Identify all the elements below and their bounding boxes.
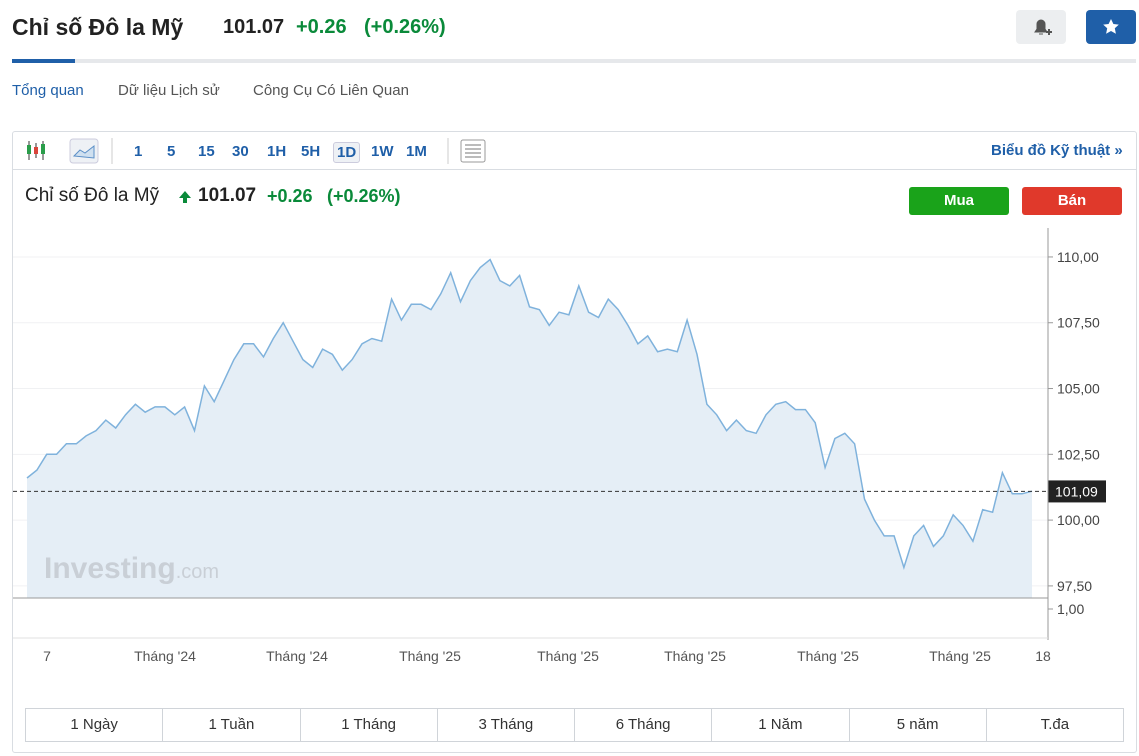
interval-button[interactable]: 1H <box>267 143 287 160</box>
interval-button[interactable]: 1M <box>406 143 427 160</box>
price-area <box>27 259 1032 598</box>
range-button[interactable]: 1 Năm <box>711 709 848 741</box>
sell-button[interactable]: Bán <box>1022 187 1122 215</box>
active-tab-indicator <box>12 59 75 63</box>
watermark-suffix: .com <box>176 561 219 583</box>
toolbar <box>13 132 1136 170</box>
y-tick-label: 102,50 <box>1057 446 1100 462</box>
x-tick-label: Tháng '25 <box>929 648 991 664</box>
price-line <box>26 258 1033 571</box>
buy-button[interactable]: Mua <box>909 187 1009 215</box>
interval-button[interactable]: 5 <box>167 143 176 160</box>
range-button[interactable]: 5 năm <box>848 709 986 741</box>
range-button[interactable]: T.đa <box>985 709 1123 741</box>
current-price-label: 101,09 <box>1055 483 1098 499</box>
x-tick-label: Tháng '25 <box>399 648 461 664</box>
chart-canvas: 97,50 100,00 102,50 105,00 107,50 110,00 Inves… <box>13 228 1106 664</box>
range-selector: 1 Ngày 1 Tuần 1 Tháng 3 Tháng 6 Tháng 1 Năm 5 … <box>25 708 1124 742</box>
chart-panel <box>12 131 1137 753</box>
x-tick-label: 18 <box>1035 648 1051 664</box>
tab[interactable]: Công Cụ Có Liên Quan <box>253 82 409 99</box>
change: +0.26 <box>296 16 347 38</box>
range-button[interactable]: 1 Tuần <box>162 709 299 741</box>
tab[interactable]: Dữ liệu Lịch sử <box>118 82 220 99</box>
x-tick-label: Tháng '25 <box>797 648 859 664</box>
interval-button[interactable]: 5H <box>301 143 321 160</box>
current-price-box <box>1048 480 1106 503</box>
page-title: Chỉ số Đô la Mỹ <box>12 14 184 40</box>
interval-button[interactable]: 1D <box>333 142 361 163</box>
up-arrow <box>179 191 191 203</box>
chart-change: +0.26 <box>267 186 313 206</box>
y-tick-label: 100,00 <box>1057 512 1100 528</box>
chart-change-percent: (+0.26%) <box>327 186 401 206</box>
interval-button[interactable]: 1W <box>371 143 394 160</box>
x-tick-label: Tháng '25 <box>537 648 599 664</box>
watchlist-button[interactable] <box>1086 10 1136 44</box>
price: 101.07 <box>223 16 285 38</box>
range-button[interactable]: 1 Ngày <box>70 716 118 733</box>
tab-rule <box>12 59 1136 63</box>
range-button[interactable]: 1 Tháng <box>299 709 437 741</box>
interval-button[interactable]: 30 <box>232 143 249 160</box>
chart-title: Chỉ số Đô la Mỹ <box>25 185 160 206</box>
y-tick-label: 107,50 <box>1057 315 1100 331</box>
interval-button[interactable]: 15 <box>198 143 215 160</box>
star-icon <box>1103 19 1119 34</box>
range-button[interactable]: 3 Tháng <box>436 709 574 741</box>
x-tick-label: Tháng '24 <box>134 648 196 664</box>
y-tick-label: 110,00 <box>1057 249 1099 265</box>
watermark: Investing.com <box>44 552 219 585</box>
interval-button[interactable]: 1 <box>134 143 143 160</box>
x-tick-label: 7 <box>43 648 51 664</box>
technical-chart-link[interactable]: Biểu đồ Kỹ thuật » <box>991 142 1123 159</box>
x-tick-label: Tháng '24 <box>266 648 328 664</box>
toolbar-icons <box>27 138 486 164</box>
y-tick-label: 105,00 <box>1057 381 1100 397</box>
y-tick-label: 97,50 <box>1057 578 1092 594</box>
range-button[interactable]: 6 Tháng <box>574 709 711 741</box>
x-tick-label: Tháng '25 <box>664 648 726 664</box>
volume-tick-label: 1,00 <box>1057 601 1084 617</box>
bell-icon <box>1034 19 1052 35</box>
change-percent: (+0.26%) <box>364 16 446 38</box>
chart-price: 101.07 <box>198 185 257 206</box>
watermark-brand: Investing <box>44 552 176 585</box>
tab[interactable]: Tổng quan <box>12 82 84 99</box>
alert-button[interactable] <box>1016 10 1066 44</box>
